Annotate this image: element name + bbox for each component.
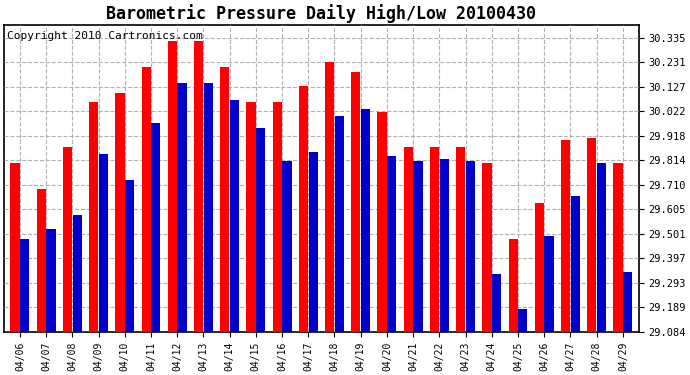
Bar [613, 164, 622, 332]
Bar [99, 154, 108, 332]
Bar [20, 238, 30, 332]
Bar [456, 147, 465, 332]
Title: Barometric Pressure Daily High/Low 20100430: Barometric Pressure Daily High/Low 20100… [106, 4, 536, 23]
Bar [413, 161, 422, 332]
Bar [623, 272, 632, 332]
Bar [335, 116, 344, 332]
Bar [63, 147, 72, 332]
Bar [308, 152, 317, 332]
Bar [325, 62, 334, 332]
Bar [72, 215, 82, 332]
Bar [440, 159, 449, 332]
Bar [587, 138, 596, 332]
Bar [273, 102, 282, 332]
Bar [509, 238, 518, 332]
Bar [466, 161, 475, 332]
Bar [125, 180, 134, 332]
Bar [115, 93, 124, 332]
Bar [282, 161, 291, 332]
Bar [387, 156, 396, 332]
Bar [141, 67, 150, 332]
Bar [246, 102, 255, 332]
Bar [561, 140, 570, 332]
Bar [571, 196, 580, 332]
Bar [194, 41, 203, 332]
Bar [177, 84, 186, 332]
Bar [151, 123, 160, 332]
Bar [46, 229, 56, 332]
Bar [404, 147, 413, 332]
Bar [10, 164, 19, 332]
Bar [535, 203, 544, 332]
Bar [492, 274, 501, 332]
Bar [89, 102, 98, 332]
Bar [482, 164, 491, 332]
Bar [204, 84, 213, 332]
Bar [361, 110, 370, 332]
Bar [430, 147, 439, 332]
Bar [256, 128, 265, 332]
Bar [377, 112, 386, 332]
Bar [220, 67, 229, 332]
Bar [37, 189, 46, 332]
Bar [518, 309, 527, 332]
Text: Copyright 2010 Cartronics.com: Copyright 2010 Cartronics.com [8, 31, 203, 41]
Bar [299, 86, 308, 332]
Bar [168, 41, 177, 332]
Bar [230, 100, 239, 332]
Bar [597, 164, 606, 332]
Bar [544, 236, 553, 332]
Bar [351, 72, 360, 332]
